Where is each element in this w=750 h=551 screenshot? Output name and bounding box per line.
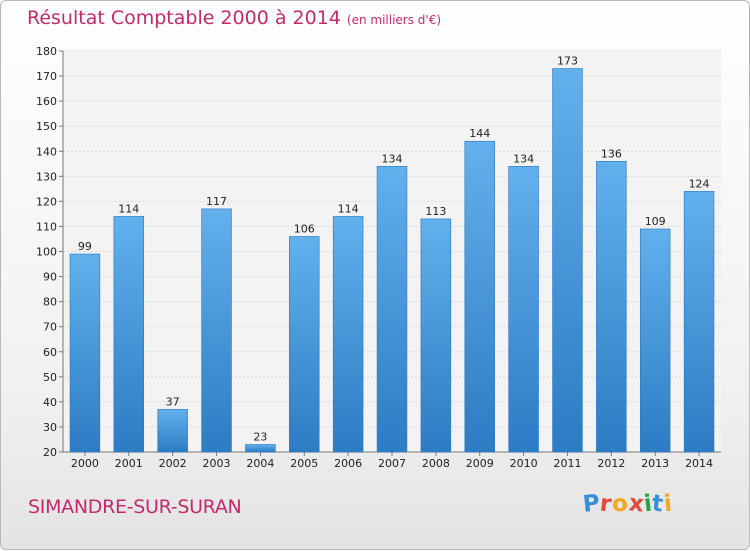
bar xyxy=(113,216,145,453)
x-tick-label: 2011 xyxy=(553,457,581,470)
x-tick-label: 2010 xyxy=(510,457,538,470)
data-label: 117 xyxy=(206,195,227,208)
data-label: 109 xyxy=(645,215,666,228)
x-tick-label: 2009 xyxy=(466,457,494,470)
x-tick-label: 2008 xyxy=(422,457,450,470)
y-tick-label: 90 xyxy=(43,271,57,284)
y-tick-label: 80 xyxy=(43,296,57,309)
x-tick-label: 2004 xyxy=(246,457,274,470)
chart-title: Résultat Comptable 2000 à 2014 (en millie… xyxy=(27,7,441,29)
data-label: 23 xyxy=(253,430,267,443)
bar xyxy=(245,444,276,453)
data-label: 124 xyxy=(689,177,710,190)
data-label: 136 xyxy=(601,147,622,160)
y-tick-label: 110 xyxy=(36,220,57,233)
bar xyxy=(683,191,715,453)
data-label: 114 xyxy=(118,202,139,215)
y-tick-label: 160 xyxy=(36,95,57,108)
proxiti-logo: Proxiti xyxy=(582,490,674,518)
bar xyxy=(201,208,232,453)
y-tick-label: 70 xyxy=(43,321,57,334)
x-tick-label: 2001 xyxy=(115,457,143,470)
bar xyxy=(596,160,627,453)
y-tick-label: 170 xyxy=(36,70,57,83)
data-label: 173 xyxy=(557,55,578,68)
y-tick-label: 60 xyxy=(43,346,57,359)
x-tick-label: 2014 xyxy=(685,457,713,470)
data-label: 134 xyxy=(513,152,534,165)
data-label: 99 xyxy=(78,240,92,253)
y-tick-label: 30 xyxy=(43,421,57,434)
x-tick-label: 2013 xyxy=(641,457,669,470)
bar xyxy=(508,165,539,453)
x-tick-label: 2012 xyxy=(597,457,625,470)
data-label: 37 xyxy=(166,395,180,408)
x-tick-label: 2003 xyxy=(203,457,231,470)
data-label: 134 xyxy=(382,152,403,165)
chart-unit-note: (en milliers d'€) xyxy=(346,13,442,27)
bars xyxy=(69,68,715,453)
chart-title-text: Résultat Comptable 2000 à 2014 xyxy=(27,7,341,29)
y-tick-label: 150 xyxy=(36,120,57,133)
x-tick-label: 2005 xyxy=(290,457,318,470)
bar xyxy=(420,218,452,453)
data-label: 113 xyxy=(425,205,446,218)
bar xyxy=(69,253,101,453)
x-tick-label: 2000 xyxy=(71,457,99,470)
bar xyxy=(376,165,408,453)
bar xyxy=(464,140,495,453)
x-tick-label: 2006 xyxy=(334,457,362,470)
data-label: 106 xyxy=(294,222,315,235)
x-tick-label: 2002 xyxy=(159,457,187,470)
y-tick-label: 20 xyxy=(43,446,57,459)
bar xyxy=(289,236,320,453)
y-tick-label: 40 xyxy=(43,396,57,409)
y-tick-label: 120 xyxy=(36,195,57,208)
data-label: 144 xyxy=(469,127,490,140)
y-tick-label: 50 xyxy=(43,371,57,384)
y-tick-label: 130 xyxy=(36,170,57,183)
bar xyxy=(552,68,583,453)
bar xyxy=(639,228,671,453)
labels: 20 30 40 50 60 70 80 90 100 110 120 130 140 150 160 170… xyxy=(36,45,713,470)
y-tick-label: 140 xyxy=(36,145,57,158)
city-name: SIMANDRE-SUR-SURAN xyxy=(28,496,242,518)
logo-letter: i xyxy=(662,490,674,518)
bar xyxy=(157,409,188,453)
x-tick-label: 2007 xyxy=(378,457,406,470)
y-tick-label: 100 xyxy=(36,246,57,259)
y-tick-label: 180 xyxy=(36,45,57,58)
bar xyxy=(332,216,364,453)
data-label: 114 xyxy=(338,202,359,215)
